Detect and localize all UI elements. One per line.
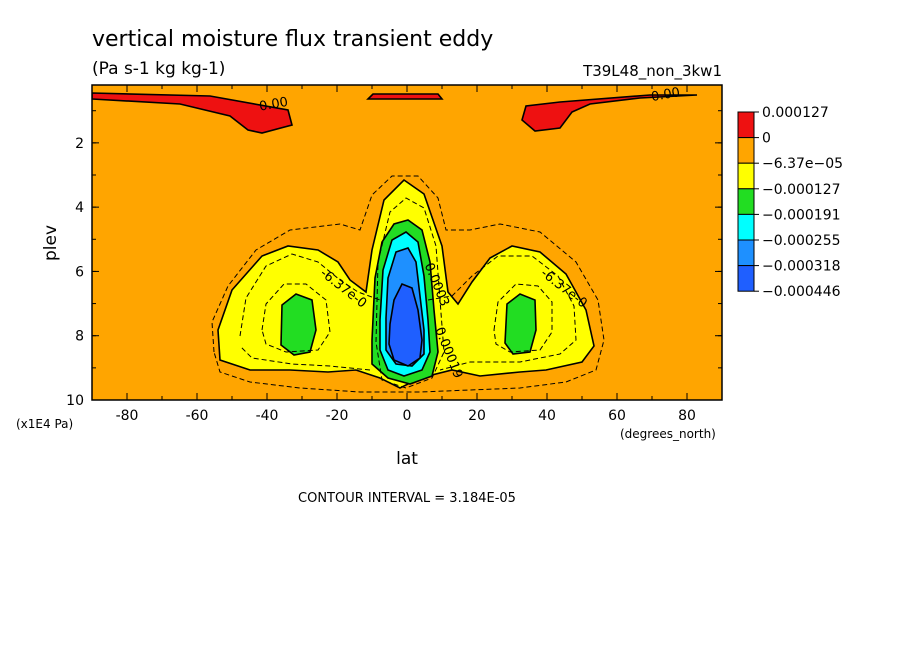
- x-axis-label: lat: [396, 449, 418, 469]
- contour-label: 0.00: [650, 85, 681, 105]
- x-tick-label: 20: [468, 408, 486, 424]
- contour-interval: CONTOUR INTERVAL = 3.184E-05: [298, 491, 516, 506]
- region-positive-top-right: [521, 94, 698, 132]
- contour-line: [211, 175, 605, 393]
- colorbar-label: 0: [762, 131, 771, 147]
- colorbar-label: 0.000127: [762, 105, 829, 121]
- colorbar: 0.000127 0 −6.37e−05 −0.000127 −0.000191 −0.0…: [737, 105, 843, 300]
- y-tick-label: 4: [75, 200, 84, 216]
- colorbar-label: −0.000318: [762, 259, 841, 275]
- contour-line: [493, 283, 553, 353]
- run-label: T39L48_non_3kw1: [582, 62, 722, 81]
- x-tick-label: 0: [403, 408, 412, 424]
- y-axis-units: (x1E4 Pa): [16, 417, 73, 431]
- chart-units: (Pa s-1 kg kg-1): [92, 59, 225, 79]
- y-tick-label: 6: [75, 264, 84, 280]
- colorbar-swatch: [737, 137, 755, 164]
- region-equatorial-blue: [388, 282, 423, 367]
- y-tick-label: 2: [75, 136, 84, 152]
- x-axis-units: (degrees_north): [620, 427, 716, 441]
- x-tick-label: -80: [116, 408, 139, 424]
- x-tick-label: 60: [608, 408, 626, 424]
- contour-line: [261, 283, 331, 353]
- x-tick-label: -20: [326, 408, 349, 424]
- colorbar-label: −6.37e−05: [762, 156, 843, 172]
- x-tick-label: 40: [538, 408, 556, 424]
- x-axis-ticks: -80 -60 -40 -20 0 20 40 60 80: [91, 85, 723, 424]
- y-tick-label: 10: [66, 393, 84, 409]
- region-negative-right-core: [504, 293, 537, 355]
- colorbar-swatch: [737, 162, 755, 190]
- y-axis-label: plev: [41, 225, 61, 261]
- contour-line: [375, 197, 445, 389]
- region-positive-top-left: [92, 92, 293, 134]
- colorbar-label: −0.000446: [762, 284, 841, 300]
- x-tick-label: -60: [186, 408, 209, 424]
- plot-area: [92, 85, 722, 400]
- contour-label: 0.00: [258, 95, 289, 115]
- colorbar-swatch: [737, 265, 755, 292]
- y-tick-label: 8: [75, 329, 84, 345]
- colorbar-label: −0.000127: [762, 182, 841, 198]
- colorbar-swatch: [737, 213, 755, 241]
- colorbar-swatch: [737, 111, 755, 139]
- colorbar-swatch: [737, 188, 755, 215]
- colorbar-swatch: [737, 239, 755, 267]
- colorbar-label: −0.000191: [762, 207, 841, 223]
- region-negative-left-core: [280, 293, 317, 356]
- region-positive-top-center: [366, 93, 444, 100]
- y-axis-ticks: 2 4 6 8 10: [66, 110, 722, 409]
- colorbar-label: −0.000255: [762, 233, 841, 249]
- x-tick-label: 80: [678, 408, 696, 424]
- contour-line: [239, 253, 577, 371]
- chart-title: vertical moisture flux transient eddy: [92, 27, 493, 52]
- x-tick-label: -40: [256, 408, 279, 424]
